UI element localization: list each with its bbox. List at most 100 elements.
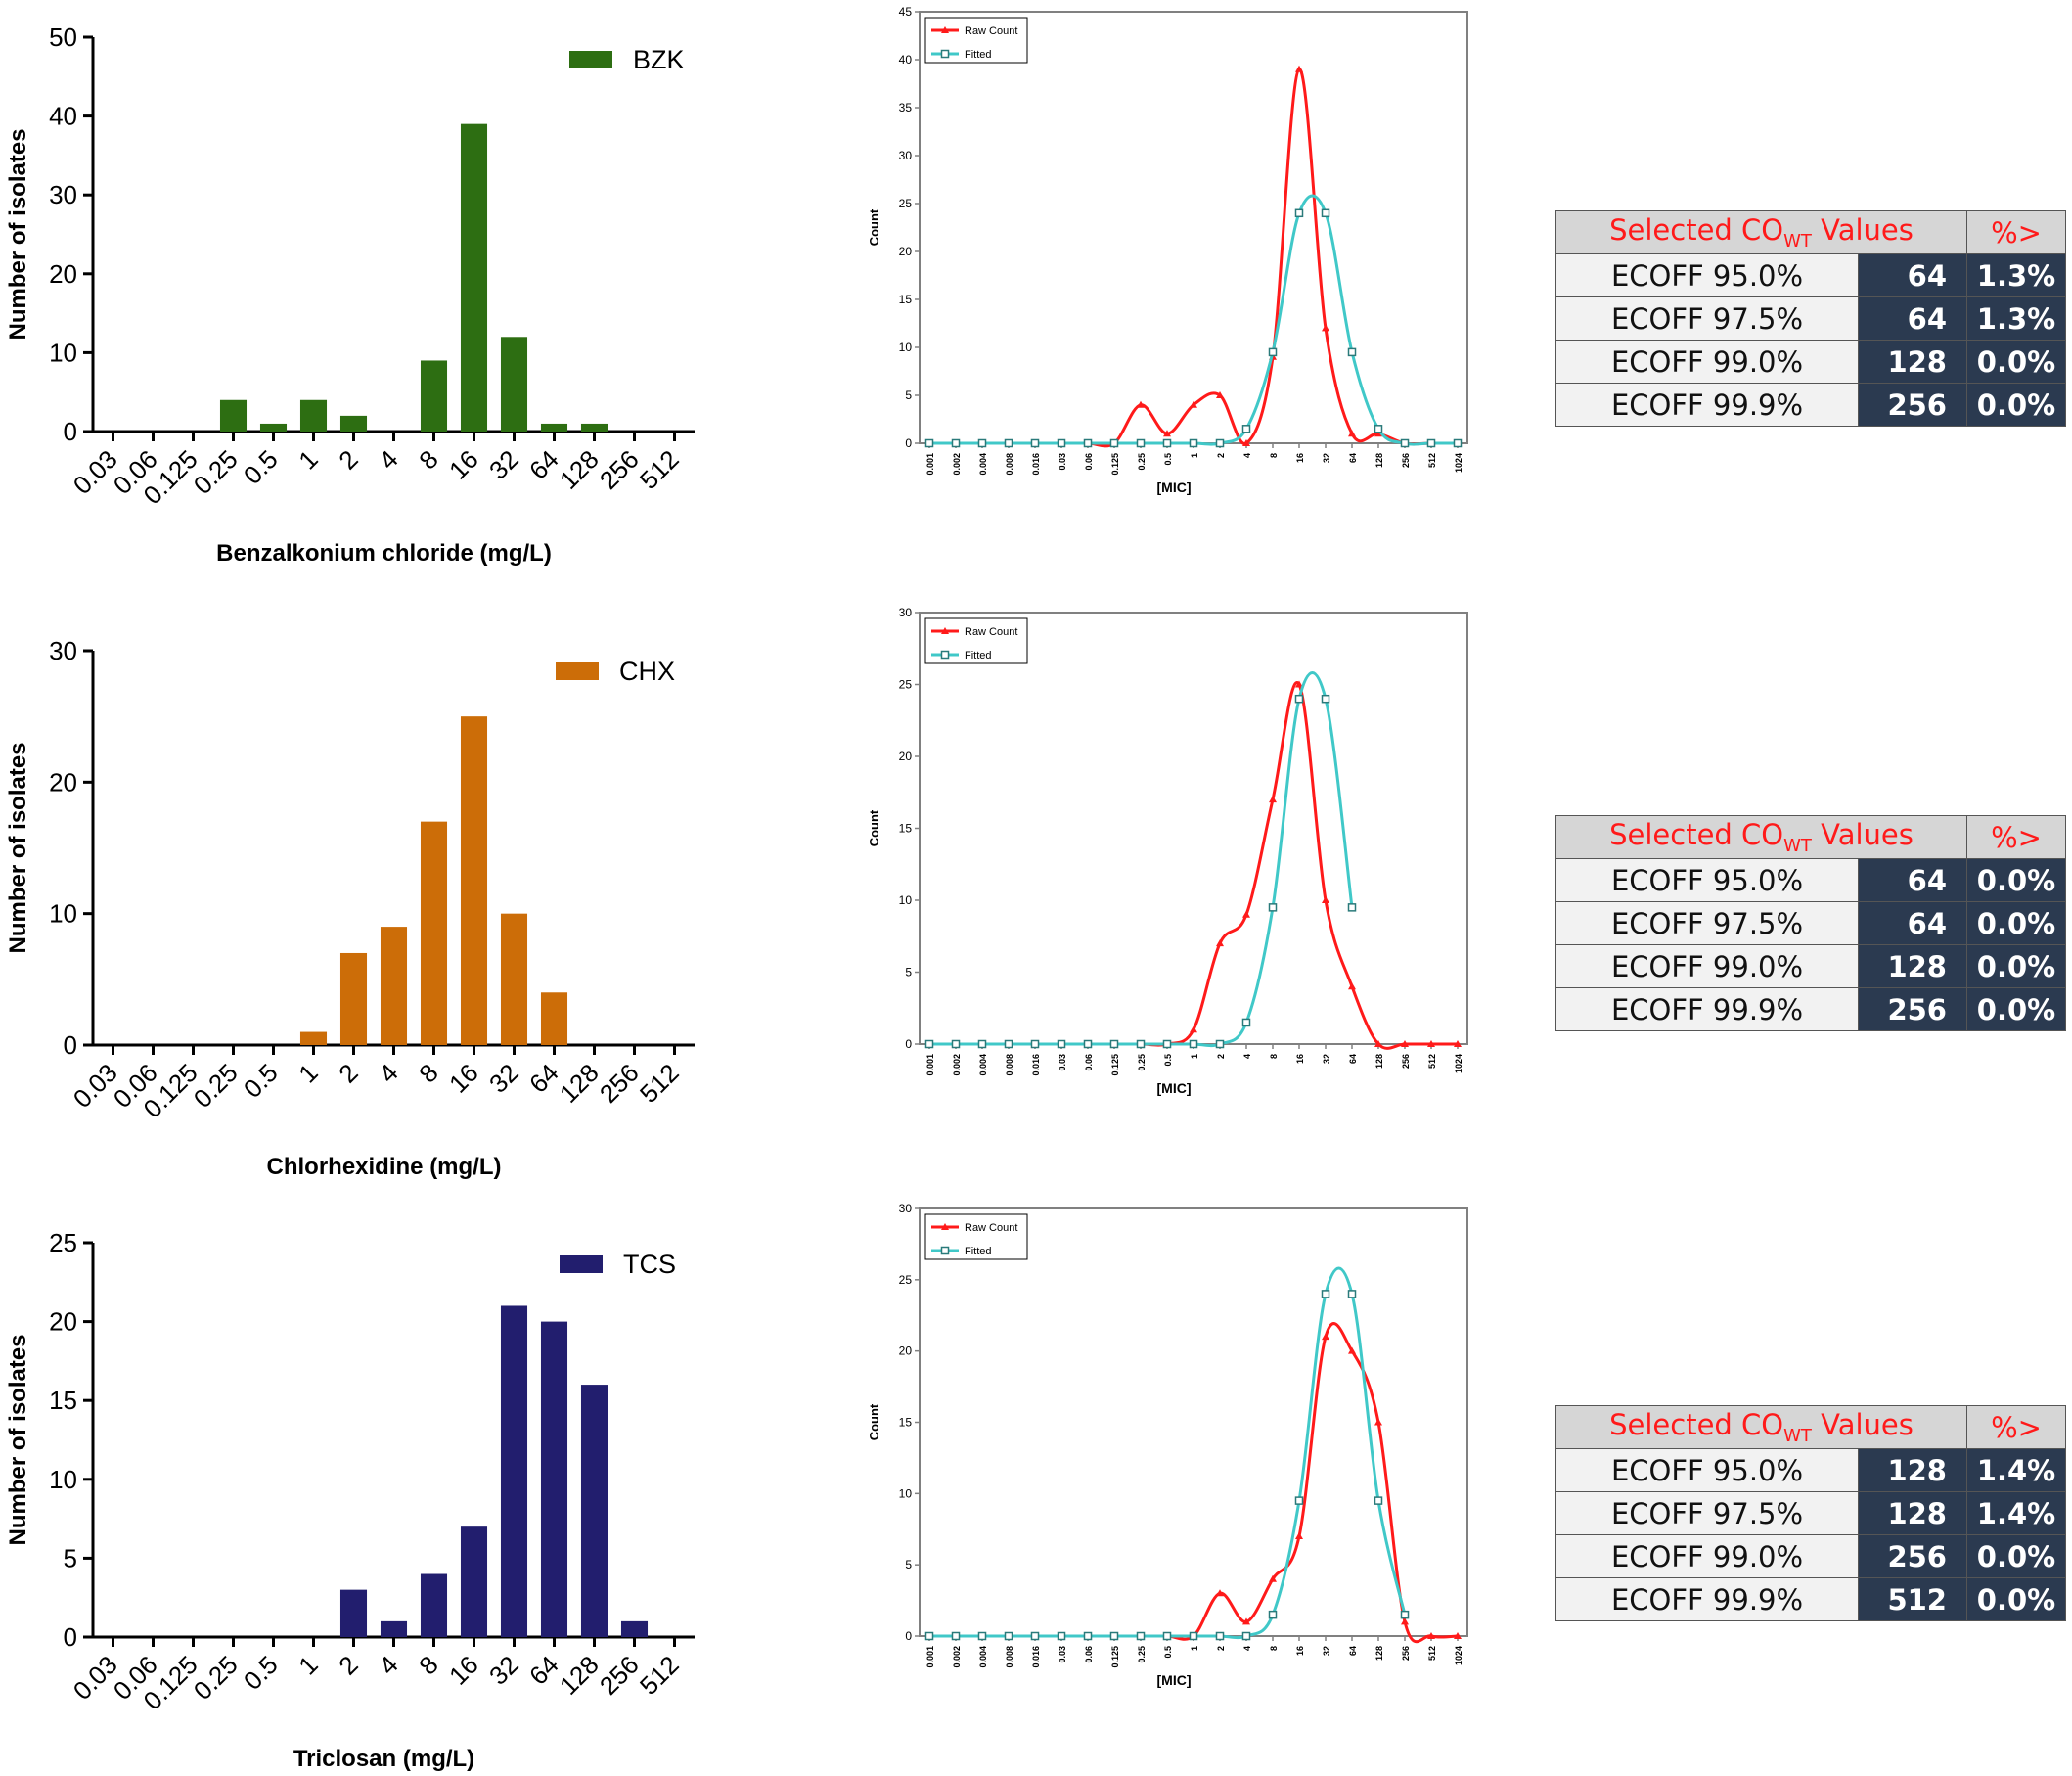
raw-count-marker [1269,1574,1277,1582]
fitted-marker [1268,1610,1278,1619]
fitted-marker [1347,903,1357,912]
header-pct: %> [1966,1405,2066,1449]
x-tick-label: 4 [373,1650,403,1680]
y-tick-label: 10 [899,893,913,907]
legend-swatch [560,1255,603,1273]
ecoff-label: ECOFF 97.5% [1555,296,1859,341]
x-tick-label: 0.001 [925,453,935,476]
ecoff-pct: 0.0% [1966,858,2066,902]
raw-count-marker [1374,430,1382,437]
x-tick-label: 0.008 [1005,1054,1014,1076]
table-row: ECOFF 95.0% 64 1.3% [1555,253,2066,297]
fitted-marker [977,1039,987,1049]
y-tick-label: 50 [49,23,77,52]
x-tick-label: 0.002 [952,453,962,476]
x-tick-label: 4 [1242,1646,1252,1651]
fitted-marker [1215,438,1225,448]
x-tick-label: 128 [554,1058,605,1109]
fitted-marker [1057,438,1066,448]
raw-count-marker [1190,400,1197,408]
ecoff-value: 64 [1858,253,1967,297]
fitted-marker [1294,694,1304,704]
y-tick-label: 20 [899,1344,913,1358]
x-tick-label: 1 [1190,1054,1199,1059]
x-tick-label: 4 [1242,453,1252,458]
x-tick-label: 0.016 [1031,1646,1041,1668]
x-tick-label: 0.25 [188,1058,244,1114]
x-tick-label: 512 [1427,1054,1437,1069]
fitted-marker [1215,1631,1225,1641]
plot-frame [919,11,1468,444]
x-tick-label: 0.5 [1163,453,1173,466]
y-tick-label: 5 [905,388,912,402]
x-tick-label: 0.25 [1137,1646,1147,1663]
x-axis-title: [MIC] [1157,1672,1192,1688]
fitted-marker [1241,1018,1251,1027]
bar [299,1031,328,1045]
fitted-marker [924,1631,934,1641]
fitted-marker [1162,1039,1172,1049]
x-tick-label: 32 [1322,1646,1331,1656]
y-tick-label: 20 [49,767,77,797]
raw-count-marker [1190,1025,1197,1033]
fitted-marker [1453,438,1463,448]
header-title: Selected COWT Values [1555,815,1967,859]
cowt-table-bzk: Selected COWT Values %> ECOFF 95.0% 64 1.3% E… [1555,210,2066,427]
x-tick-label: 2 [1216,1054,1226,1059]
y-axis-title: Number of isolates [5,742,31,953]
x-tick-label: 256 [594,444,645,495]
x-tick-label: 0.06 [1084,1054,1094,1071]
x-tick-label: 128 [554,444,605,495]
y-tick-label: 5 [64,1543,77,1572]
bar [259,423,288,432]
x-tick-label: 0.001 [925,1646,935,1668]
bar [540,992,568,1045]
x-tick-label: 8 [413,1058,443,1088]
ecoff-value: 256 [1858,1534,1967,1578]
header-title-sub: WT [1783,1425,1812,1446]
fitted-marker [1294,208,1304,218]
fitted-marker [1215,1039,1225,1049]
legend-label: BZK [633,45,685,74]
legend-label: TCS [623,1250,676,1279]
legend-marker [941,627,949,634]
raw-count-marker [1322,896,1329,903]
raw-count-marker [1427,1040,1435,1047]
bar [540,423,568,432]
x-tick-label: 32 [483,1058,524,1099]
x-tick-label: 0.5 [238,1058,284,1104]
x-tick-label: 128 [1374,453,1384,468]
line-chart-tcs: 0 5 10 15 20 25 30 0.001 0.002 0.004 0.008 0.016 0.0… [867,1202,1468,1688]
ecoff-label: ECOFF 99.0% [1555,1534,1859,1578]
y-tick-label: 0 [905,1629,912,1643]
x-tick-label: 0.125 [1110,1646,1120,1668]
x-tick-label: 64 [1348,1054,1358,1064]
table-header-row: Selected COWT Values %> [1555,210,2066,254]
ecoff-value: 128 [1858,1448,1967,1492]
x-axis-title: Chlorhexidine (mg/L) [267,1154,502,1180]
raw-count-marker [1348,982,1356,990]
bar [420,821,448,1045]
fitted-marker [1004,1631,1013,1641]
header-title: Selected COWT Values [1555,210,1967,254]
y-tick-label: 10 [899,1486,913,1500]
x-tick-label: 32 [1322,1054,1331,1064]
x-tick-label: 0.004 [978,453,988,476]
x-tick-label: 1024 [1454,453,1464,473]
fitted-marker [1004,1039,1013,1049]
bar [380,927,408,1045]
x-tick-label: 2 [333,444,363,475]
x-tick-label: 1024 [1454,1054,1464,1073]
y-tick-label: 15 [899,822,913,836]
ecoff-label: ECOFF 99.0% [1555,944,1859,988]
plot-frame [919,1207,1468,1637]
y-tick-label: 40 [899,53,913,67]
x-tick-label: 0.004 [978,1646,988,1668]
fitted-marker [1321,694,1330,704]
fitted-marker [1374,425,1383,433]
x-tick-label: 128 [1374,1054,1384,1069]
fitted-marker [924,438,934,448]
x-tick-label: 8 [413,444,443,475]
y-tick-label: 25 [899,678,913,692]
x-tick-label: 4 [1242,1054,1252,1059]
